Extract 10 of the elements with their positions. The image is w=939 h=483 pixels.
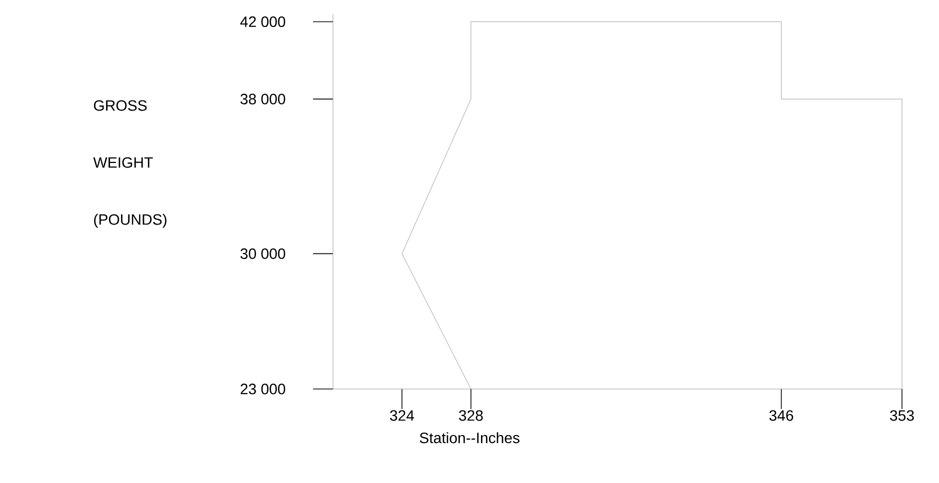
x-tick-label: 346 [769, 410, 794, 421]
y-tick-label: 42 000 [240, 16, 286, 28]
y-tick-label: 30 000 [240, 248, 286, 259]
x-tick-label: 328 [458, 410, 483, 421]
x-axis-title: Station--Inches [420, 432, 520, 444]
x-tick-label: 353 [890, 410, 914, 421]
x-tick-label: 324 [390, 410, 414, 421]
y-tick-label: 38 000 [240, 94, 286, 104]
text: GROSS WEIGHT (POUNDS) [93, 100, 166, 228]
y-tick-label: 23 000 [240, 384, 286, 394]
